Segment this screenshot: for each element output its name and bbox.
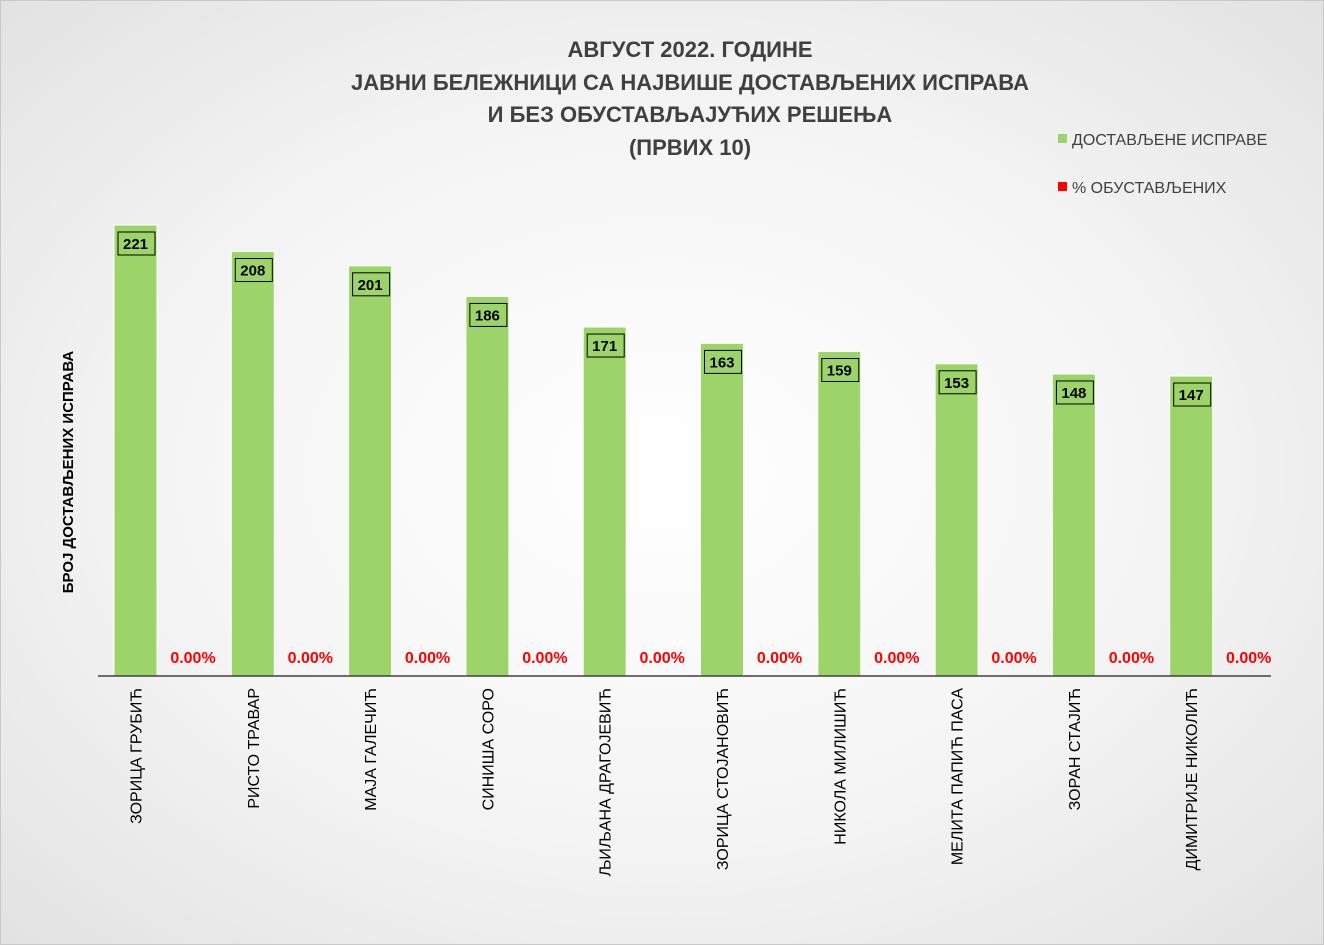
x-tick-label: ЉИЉАНА ДРАГОЈЕВИЋ <box>598 688 615 877</box>
chart-title: АВГУСТ 2022. ГОДИНЕ ЈАВНИ БЕЛЕЖНИЦИ СА Н… <box>351 37 1029 160</box>
title-line-3: И БЕЗ ОБУСТАВЉАЈУЋИХ РЕШЕЊА <box>488 102 893 127</box>
x-tick-label: ДИМИТРИЈЕ НИКОЛИЋ <box>1184 688 1201 870</box>
data-label-box <box>469 302 508 327</box>
data-label-box <box>352 272 391 297</box>
data-label-box <box>117 231 156 256</box>
data-label-percent: 0.00% <box>522 650 567 667</box>
bar-delivered <box>817 351 862 677</box>
x-tick-label: ЗОРИЦА ГРУБИЋ <box>129 688 146 824</box>
data-label-box <box>586 333 625 358</box>
bar-delivered <box>465 295 510 677</box>
x-tick-label: ЗОРИЦА СТОЈАНОВИЋ <box>715 688 732 870</box>
data-label-value: 221 <box>123 236 148 253</box>
data-label-percent: 0.00% <box>874 650 919 667</box>
bar-delivered <box>348 265 393 677</box>
data-label-value: 163 <box>709 354 734 371</box>
data-label-value: 147 <box>1179 387 1204 404</box>
title-line-2: ЈАВНИ БЕЛЕЖНИЦИ СА НАЈВИШЕ ДОСТАВЉЕНИХ И… <box>351 70 1029 95</box>
title-line-1: АВГУСТ 2022. ГОДИНЕ <box>567 37 812 62</box>
legend: ДОСТАВЉЕНЕ ИСПРАВЕ % ОБУСТАВЉЕНИХ <box>1058 132 1267 197</box>
x-tick-label: НИКОЛА МИЛИШИЋ <box>832 688 849 845</box>
data-label-percent: 0.00% <box>1226 650 1271 667</box>
data-label-percent: 0.00% <box>170 650 215 667</box>
legend-label-delivered: ДОСТАВЉЕНЕ ИСПРАВЕ <box>1072 132 1267 149</box>
data-label-value: 201 <box>358 277 383 294</box>
data-label-value: 208 <box>240 263 265 280</box>
data-label-box <box>234 258 273 283</box>
x-tick-label: МАЈА ГАЛЕЧИЋ <box>363 688 380 811</box>
legend-label-suspended: % ОБУСТАВЉЕНИХ <box>1072 180 1227 197</box>
data-label-box <box>821 358 860 383</box>
data-label-percent: 0.00% <box>757 650 802 667</box>
data-label-percent: 0.00% <box>288 650 333 667</box>
data-label-percent: 0.00% <box>991 650 1036 667</box>
x-tick-label: МЕЛИТА ПАПИЋ ПАСА <box>950 688 967 865</box>
data-label-value: 171 <box>592 338 617 355</box>
bar-delivered <box>113 224 158 677</box>
bar-delivered <box>934 363 979 677</box>
bar-delivered <box>582 326 627 677</box>
bar-delivered <box>1169 375 1214 677</box>
data-label-value: 153 <box>944 375 969 392</box>
data-label-percent: 0.00% <box>640 650 685 667</box>
data-label-value: 148 <box>1061 385 1086 402</box>
bar-delivered <box>230 251 275 677</box>
bar-delivered <box>1051 373 1096 677</box>
x-tick-label: СИНИША СОРО <box>480 688 497 810</box>
title-line-4: (ПРВИХ 10) <box>629 135 751 160</box>
data-label-box <box>938 370 977 395</box>
data-label-value: 186 <box>475 307 500 324</box>
y-axis-label: БРОЈ ДОСТАВЉЕНИХ ИСПРАВА <box>60 351 77 594</box>
data-label-value: 159 <box>827 363 852 380</box>
legend-swatch-suspended <box>1058 182 1067 191</box>
data-label-percent: 0.00% <box>405 650 450 667</box>
data-label-box <box>704 349 742 374</box>
bar-delivered <box>700 342 744 677</box>
x-tick-label: ЗОРАН СТАЈИЋ <box>1067 688 1084 810</box>
x-tick-label: РИСТО ТРАВАР <box>246 688 263 809</box>
data-label-box <box>1055 380 1094 405</box>
data-label-percent: 0.00% <box>1109 650 1154 667</box>
data-label-box <box>1173 382 1212 407</box>
legend-swatch-delivered <box>1058 134 1067 143</box>
bars-group: 221 0.00% ЗОРИЦА ГРУБИЋ 208 0.00% РИСТО ТРАВА… <box>113 224 1271 877</box>
